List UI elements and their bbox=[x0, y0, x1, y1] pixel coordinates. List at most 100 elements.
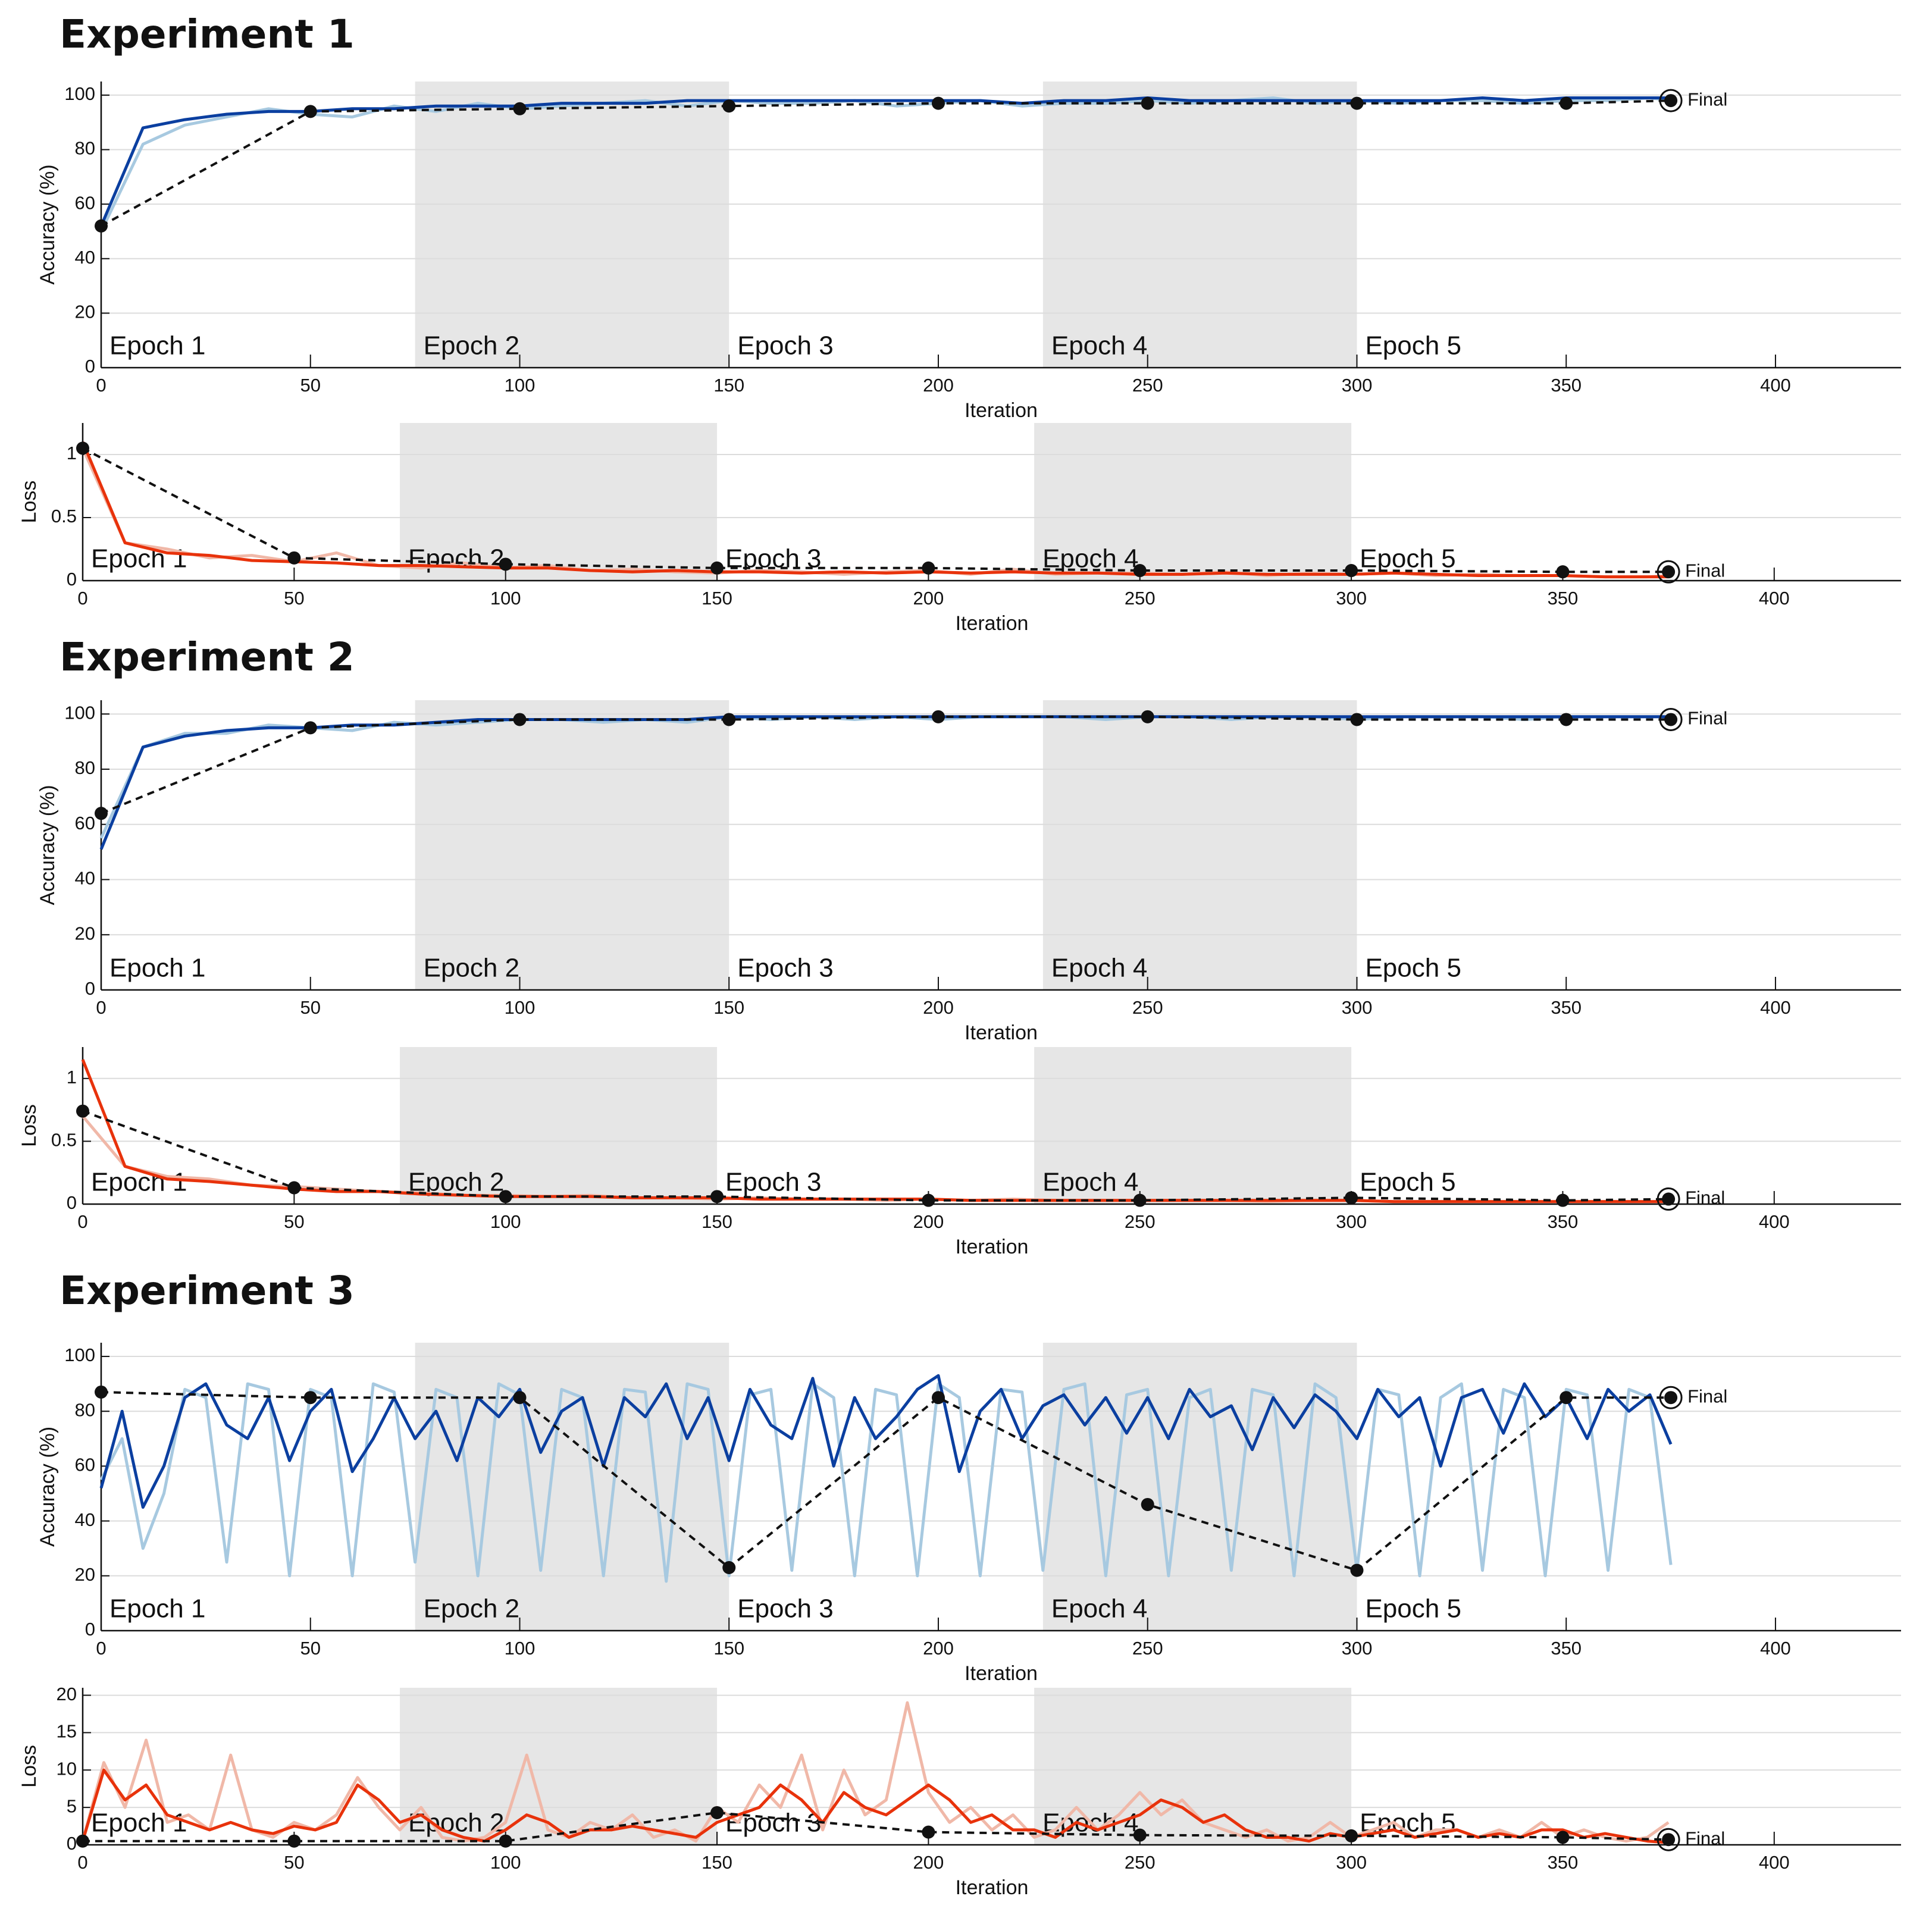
x-tick-label: 50 bbox=[284, 588, 304, 609]
validation-point bbox=[95, 807, 108, 820]
series-line bbox=[101, 715, 1671, 815]
series-line bbox=[81, 1768, 1669, 1844]
validation-point bbox=[303, 1391, 317, 1405]
validation-point bbox=[1664, 94, 1678, 108]
x-tick-label: 400 bbox=[1760, 375, 1791, 396]
validation-point bbox=[1133, 1193, 1147, 1207]
x-tick-label: 50 bbox=[300, 375, 321, 396]
x-tick-label: 400 bbox=[1760, 1638, 1791, 1659]
epoch-label: Epoch 5 bbox=[1365, 954, 1461, 983]
epoch-shade bbox=[1042, 1343, 1357, 1631]
x-tick-label: 250 bbox=[1125, 1852, 1156, 1873]
epoch-label: Epoch 5 bbox=[1365, 331, 1461, 361]
x-tick-label: 400 bbox=[1759, 588, 1790, 609]
x-tick-label: 250 bbox=[1125, 1211, 1156, 1232]
x-tick-label: 0 bbox=[96, 997, 106, 1018]
final-ring bbox=[1657, 1828, 1680, 1851]
y-tick-label: 0.5 bbox=[51, 1130, 77, 1151]
x-tick-label: 0 bbox=[77, 1211, 87, 1232]
x-tick-label: 200 bbox=[913, 1852, 944, 1873]
x-tick-label: 0 bbox=[96, 375, 106, 396]
series-line bbox=[99, 715, 1671, 850]
y-tick-label: 100 bbox=[64, 83, 95, 104]
x-tick-label: 350 bbox=[1551, 375, 1582, 396]
y-axis-label: Accuracy (%) bbox=[36, 785, 59, 905]
x-tick-label: 250 bbox=[1132, 1638, 1163, 1659]
x-axis-label: Iteration bbox=[956, 1876, 1029, 1899]
epoch-label: Epoch 2 bbox=[424, 954, 519, 983]
x-tick-label: 200 bbox=[913, 1211, 944, 1232]
x-tick-label: 300 bbox=[1336, 588, 1367, 609]
epoch-label: Epoch 3 bbox=[725, 1168, 821, 1197]
epoch-shade bbox=[400, 1047, 718, 1204]
validation-point bbox=[1662, 1192, 1676, 1206]
epoch-label: Epoch 5 bbox=[1360, 1168, 1455, 1197]
validation-point bbox=[287, 1834, 301, 1848]
epoch-label: Epoch 5 bbox=[1365, 1594, 1461, 1624]
epoch-label: Epoch 3 bbox=[737, 331, 833, 361]
y-tick-label: 0 bbox=[85, 978, 95, 999]
series-line bbox=[101, 1391, 1671, 1572]
x-tick-label: 200 bbox=[923, 997, 954, 1018]
x-tick-label: 100 bbox=[505, 997, 536, 1018]
validation-point bbox=[722, 1560, 736, 1574]
epoch-shade bbox=[1034, 1047, 1352, 1204]
x-tick-label: 350 bbox=[1548, 1852, 1579, 1873]
x-axis-label: Iteration bbox=[956, 1236, 1029, 1258]
validation-point bbox=[710, 1806, 724, 1819]
x-axis-label: Iteration bbox=[965, 1021, 1038, 1044]
x-tick-label: 50 bbox=[300, 1638, 321, 1659]
x-tick-label: 100 bbox=[490, 588, 521, 609]
y-tick-label: 40 bbox=[75, 1509, 95, 1530]
epoch-label: Epoch 5 bbox=[1360, 544, 1455, 573]
x-tick-label: 150 bbox=[713, 375, 744, 396]
validation-point bbox=[499, 557, 512, 571]
validation-point bbox=[76, 1834, 89, 1848]
y-tick-label: 60 bbox=[75, 192, 95, 213]
y-tick-label: 20 bbox=[57, 1684, 77, 1704]
validation-point bbox=[722, 99, 736, 113]
epoch-label: Epoch 4 bbox=[1051, 954, 1147, 983]
epoch-label: Epoch 1 bbox=[109, 954, 205, 983]
validation-point bbox=[1345, 564, 1358, 578]
y-tick-label: 0 bbox=[85, 1619, 95, 1640]
x-tick-label: 350 bbox=[1551, 1638, 1582, 1659]
y-tick-label: 80 bbox=[75, 138, 95, 159]
y-axis-label: Accuracy (%) bbox=[36, 1427, 59, 1547]
validation-point bbox=[922, 561, 935, 575]
x-tick-label: 250 bbox=[1132, 375, 1163, 396]
validation-point bbox=[710, 1190, 724, 1204]
validation-point bbox=[1556, 1193, 1570, 1207]
epoch-label: Epoch 3 bbox=[725, 1809, 821, 1838]
validation-point bbox=[922, 1825, 935, 1839]
validation-point bbox=[931, 1391, 945, 1405]
x-tick-label: 200 bbox=[923, 1638, 954, 1659]
epoch-label: Epoch 3 bbox=[737, 954, 833, 983]
y-axis-label: Loss bbox=[18, 1104, 40, 1147]
validation-point bbox=[1350, 1563, 1364, 1577]
y-tick-label: 5 bbox=[67, 1795, 77, 1816]
x-tick-label: 400 bbox=[1760, 997, 1791, 1018]
validation-point bbox=[1345, 1191, 1358, 1205]
validation-point bbox=[1350, 96, 1364, 110]
y-tick-label: 100 bbox=[64, 1345, 95, 1365]
x-tick-label: 400 bbox=[1759, 1852, 1790, 1873]
y-axis-label: Loss bbox=[18, 1745, 40, 1788]
series-line bbox=[99, 96, 1671, 233]
series-line bbox=[99, 715, 1671, 839]
x-tick-label: 200 bbox=[913, 588, 944, 609]
y-tick-label: 60 bbox=[75, 813, 95, 833]
validation-point bbox=[303, 105, 317, 118]
epoch-shade bbox=[415, 82, 729, 368]
final-ring bbox=[1659, 1386, 1683, 1409]
validation-point bbox=[1664, 713, 1678, 726]
validation-point bbox=[710, 561, 724, 575]
epoch-shade bbox=[415, 700, 729, 990]
final-label: Final bbox=[1687, 1386, 1727, 1406]
epoch-shade bbox=[400, 423, 718, 581]
x-tick-label: 100 bbox=[490, 1211, 521, 1232]
y-tick-label: 0 bbox=[67, 1192, 77, 1213]
final-label: Final bbox=[1687, 708, 1727, 729]
chart-title: Experiment 2 bbox=[60, 634, 355, 680]
